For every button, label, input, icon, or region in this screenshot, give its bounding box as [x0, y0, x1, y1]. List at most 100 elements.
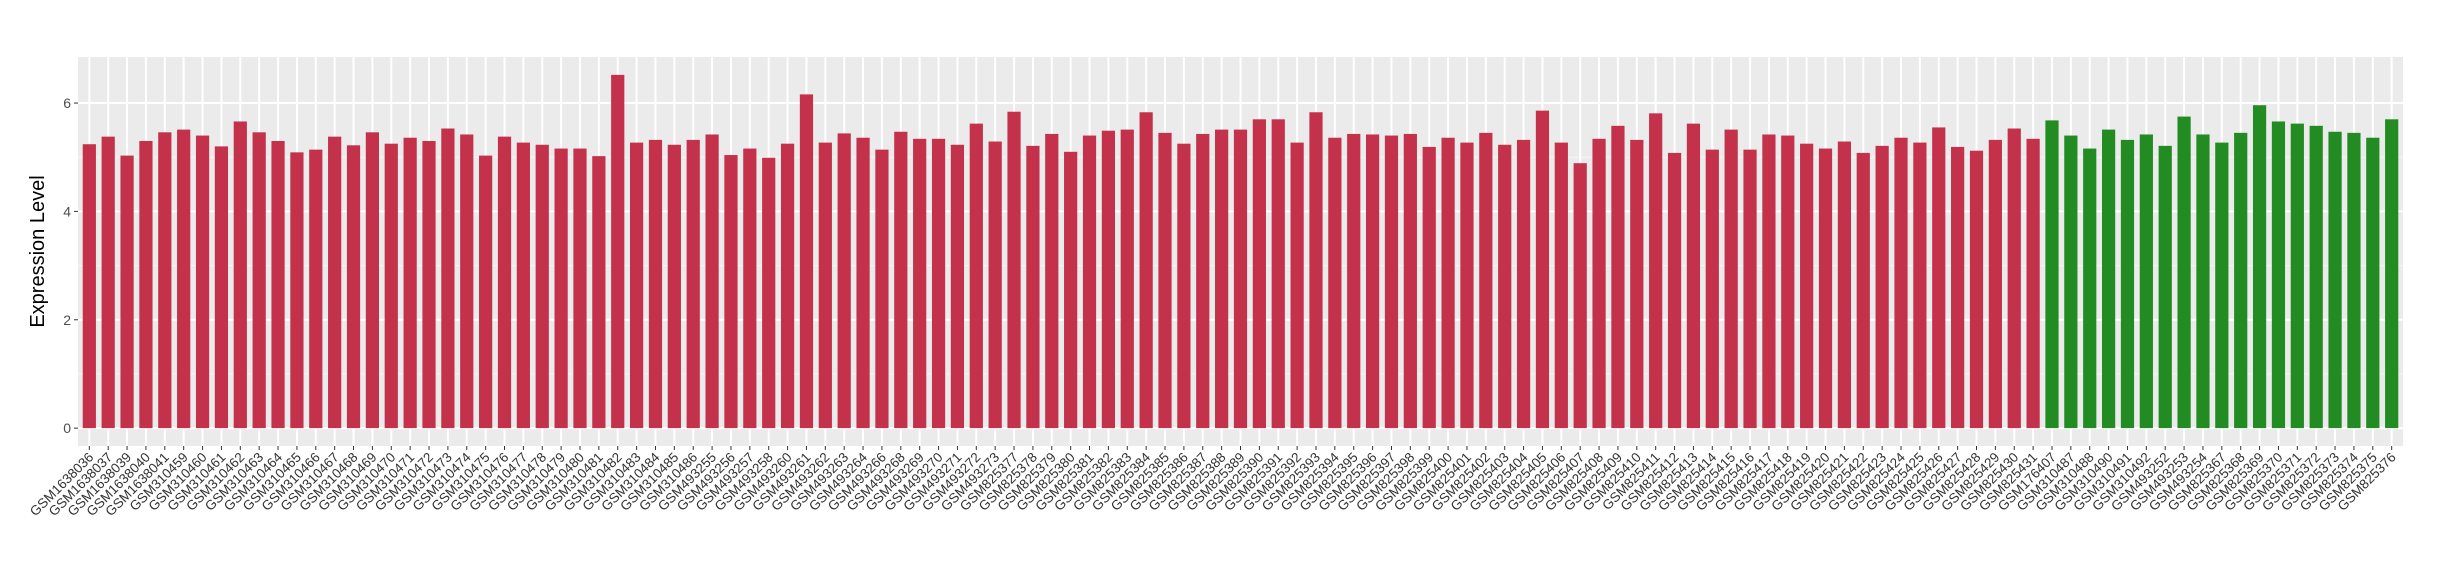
bar-GSM310480: [573, 148, 587, 429]
bar-GSM310486: [686, 139, 700, 429]
bar-GSM310479: [554, 148, 568, 429]
bar-GSM310485: [667, 144, 681, 429]
bar-GSM825427: [1951, 146, 1965, 429]
y-axis-title: Expression Level: [27, 175, 49, 327]
bar-GSM310481: [592, 156, 606, 429]
bar-GSM310487: [2064, 135, 2078, 429]
bar-GSM825385: [1158, 132, 1172, 429]
bar-GSM310469: [365, 132, 380, 429]
bar-GSM310490: [2101, 129, 2116, 429]
bar-GSM825414: [1705, 149, 1719, 429]
bar-GSM825421: [1837, 141, 1852, 429]
bar-GSM310470: [384, 143, 398, 429]
bar-GSM825375: [2366, 137, 2380, 429]
bar-GSM825382: [1101, 130, 1116, 429]
bar-GSM825418: [1781, 135, 1795, 429]
bar-GSM825374: [2347, 132, 2361, 429]
bar-GSM310464: [271, 140, 285, 429]
bar-GSM310471: [403, 137, 417, 429]
bar-GSM825412: [1667, 152, 1682, 429]
bar-GSM310478: [535, 144, 549, 429]
bar-GSM310462: [233, 121, 247, 429]
bar-GSM825419: [1800, 143, 1814, 429]
bar-GSM825420: [1818, 148, 1833, 429]
bar-GSM493261: [799, 94, 814, 429]
bar-GSM825379: [1045, 133, 1059, 429]
bar-GSM825408: [1592, 138, 1606, 429]
bar-GSM493266: [875, 149, 889, 429]
bar-GSM825369: [2252, 105, 2267, 429]
bar-GSM825428: [1969, 150, 1984, 429]
bar-GSM310484: [648, 139, 663, 429]
bar-GSM493253: [2177, 116, 2191, 429]
bar-GSM493258: [762, 157, 776, 429]
bar-GSM825407: [1573, 163, 1587, 429]
bar-GSM825416: [1743, 149, 1757, 429]
bar-GSM825393: [1309, 112, 1323, 429]
bars: [82, 74, 2399, 429]
bar-GSM825391: [1271, 119, 1285, 429]
bar-GSM825406: [1554, 142, 1568, 429]
bar-GSM825403: [1498, 144, 1512, 429]
bar-GSM825409: [1611, 125, 1625, 429]
bar-GSM493264: [856, 137, 870, 429]
bar-GSM825372: [2309, 125, 2323, 429]
bar-GSM1638041: [158, 132, 172, 429]
bar-GSM825376: [2385, 119, 2399, 429]
bar-GSM825373: [2328, 131, 2342, 429]
bar-GSM310476: [497, 136, 512, 429]
bar-GSM493255: [705, 134, 719, 429]
bar-GSM825429: [1988, 139, 2002, 429]
bar-GSM310460: [195, 135, 210, 429]
bar-GSM825384: [1139, 112, 1153, 429]
bar-GSM310475: [479, 155, 493, 429]
bar-GSM825404: [1516, 139, 1531, 429]
bar-GSM825417: [1762, 134, 1776, 429]
y-tick-label: 0: [63, 420, 71, 436]
bar-GSM825415: [1724, 129, 1738, 429]
bar-GSM825397: [1384, 135, 1399, 429]
bar-GSM310488: [2083, 148, 2097, 429]
bar-GSM493263: [837, 133, 851, 429]
bar-GSM825405: [1535, 110, 1550, 429]
bar-GSM825400: [1441, 137, 1455, 429]
bar-GSM493272: [969, 123, 983, 429]
bar-GSM825411: [1649, 113, 1663, 429]
bar-GSM310483: [629, 142, 644, 429]
bar-GSM310474: [460, 134, 474, 429]
bar-GSM493260: [780, 143, 795, 429]
bar-GSM825389: [1233, 129, 1248, 429]
bar-GSM493262: [818, 142, 832, 429]
bar-GSM310468: [346, 145, 361, 429]
bar-GSM825394: [1328, 137, 1342, 429]
bar-GSM825383: [1120, 129, 1134, 429]
bar-GSM825370: [2271, 121, 2286, 429]
bar-GSM310465: [290, 152, 304, 429]
bar-GSM176407: [2045, 120, 2059, 429]
bar-GSM1638039: [120, 155, 134, 429]
bar-GSM825395: [1347, 133, 1361, 429]
y-tick-label: 4: [63, 203, 71, 219]
bar-GSM825378: [1026, 145, 1040, 429]
bar-GSM310477: [516, 142, 530, 429]
bar-GSM1638037: [101, 136, 115, 429]
bar-GSM310472: [422, 140, 436, 429]
bar-GSM493268: [894, 131, 908, 429]
bar-GSM493256: [724, 155, 738, 429]
bar-GSM825371: [2290, 123, 2304, 429]
bar-GSM825410: [1630, 139, 1644, 429]
bar-GSM310492: [2139, 134, 2153, 429]
bar-GSM825424: [1894, 137, 1908, 429]
bar-GSM310467: [328, 136, 342, 429]
bar-GSM493271: [950, 144, 965, 429]
bar-GSM310463: [252, 132, 266, 429]
bar-GSM825367: [2215, 142, 2229, 429]
bar-GSM493257: [743, 148, 757, 429]
bar-GSM310473: [441, 128, 455, 429]
bar-GSM1638040: [139, 140, 153, 429]
bar-GSM825422: [1856, 152, 1870, 429]
bar-GSM825426: [1932, 127, 1946, 429]
bar-GSM825380: [1064, 151, 1078, 429]
bar-GSM825388: [1215, 129, 1229, 429]
